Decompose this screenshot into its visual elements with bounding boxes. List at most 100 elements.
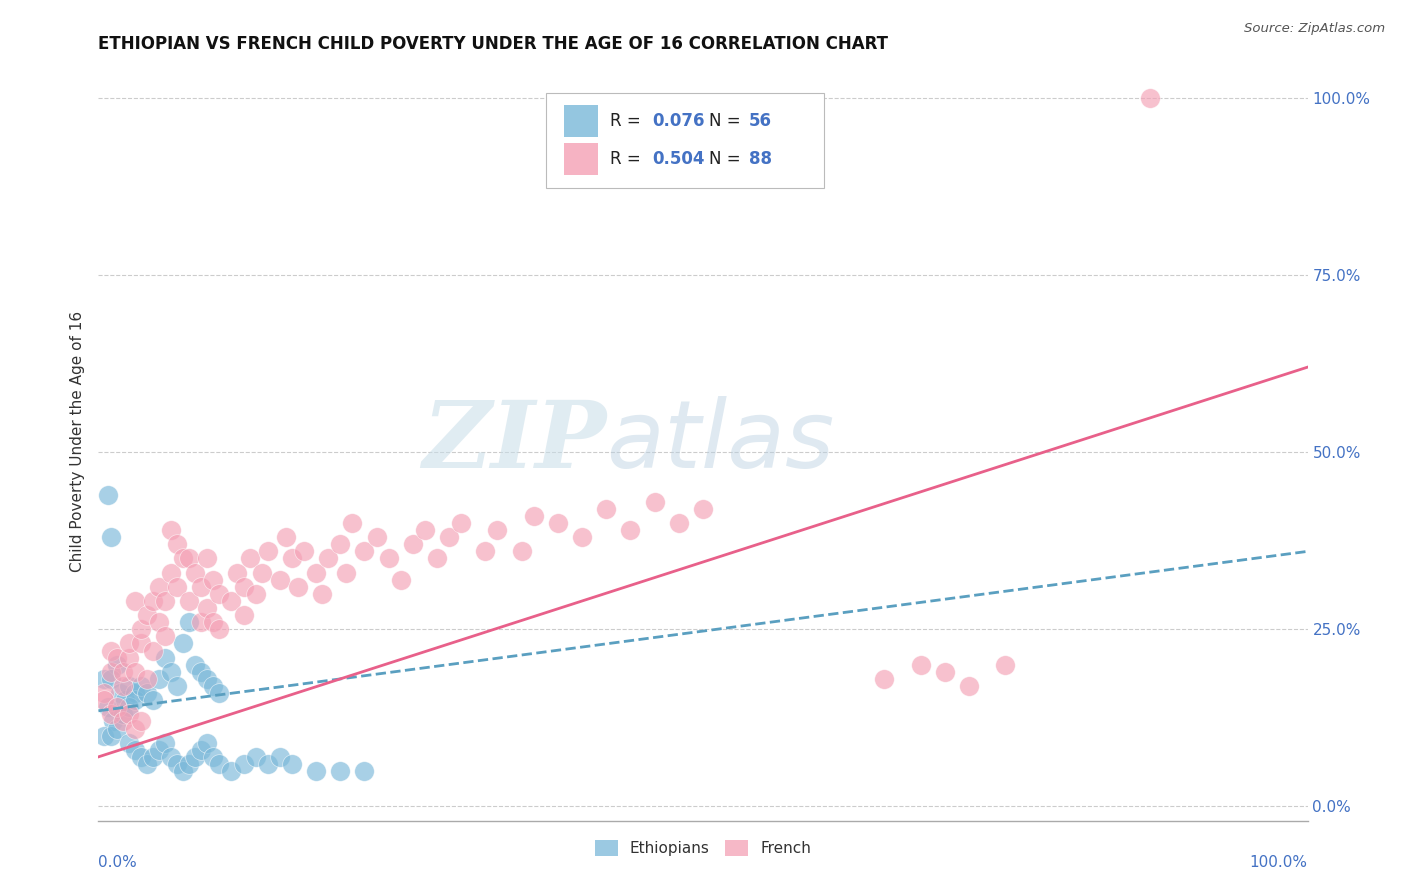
Point	[305, 566, 328, 580]
Point	[184, 750, 207, 764]
Point	[124, 686, 146, 700]
Point	[148, 743, 170, 757]
Point	[142, 750, 165, 764]
Point	[208, 686, 231, 700]
Point	[190, 580, 212, 594]
Point	[437, 530, 460, 544]
Point	[129, 623, 152, 637]
Text: R =: R =	[610, 112, 645, 130]
Point	[105, 650, 128, 665]
Point	[118, 679, 141, 693]
Point	[934, 665, 956, 679]
Point	[160, 665, 183, 679]
Point	[311, 587, 333, 601]
Point	[232, 756, 254, 771]
Point	[111, 665, 134, 679]
Point	[111, 714, 134, 729]
Point	[124, 693, 146, 707]
Point	[873, 672, 896, 686]
Point	[160, 750, 183, 764]
Point	[108, 686, 131, 700]
Point	[426, 551, 449, 566]
Point	[292, 544, 315, 558]
Text: R =: R =	[610, 151, 645, 169]
Text: 0.076: 0.076	[652, 112, 704, 130]
Text: atlas: atlas	[606, 396, 835, 487]
Point	[329, 537, 352, 551]
Point	[100, 729, 122, 743]
Point	[93, 686, 115, 700]
Point	[221, 594, 243, 608]
Text: Source: ZipAtlas.com: Source: ZipAtlas.com	[1244, 22, 1385, 36]
Point	[105, 700, 128, 714]
Point	[166, 537, 188, 551]
Point	[124, 665, 146, 679]
Point	[142, 643, 165, 657]
Point	[101, 714, 124, 729]
Point	[547, 516, 569, 530]
Point	[389, 573, 412, 587]
Point	[124, 743, 146, 757]
Point	[245, 587, 267, 601]
Point	[172, 551, 194, 566]
Point	[523, 508, 546, 523]
Point	[124, 594, 146, 608]
Point	[305, 764, 328, 778]
Point	[226, 566, 249, 580]
Point	[105, 722, 128, 736]
Point	[195, 551, 218, 566]
Point	[287, 580, 309, 594]
Point	[148, 615, 170, 630]
Point	[105, 657, 128, 672]
Point	[129, 679, 152, 693]
Point	[644, 495, 666, 509]
Point	[402, 537, 425, 551]
Point	[595, 501, 617, 516]
Point	[668, 516, 690, 530]
Point	[166, 580, 188, 594]
Point	[160, 566, 183, 580]
Point	[208, 587, 231, 601]
Point	[111, 679, 134, 693]
Text: 0.504: 0.504	[652, 151, 704, 169]
Point	[486, 523, 509, 537]
Point	[129, 750, 152, 764]
Text: ZIP: ZIP	[422, 397, 606, 486]
Point	[619, 523, 641, 537]
Point	[166, 679, 188, 693]
Point	[571, 530, 593, 544]
Point	[153, 594, 176, 608]
Point	[190, 615, 212, 630]
Point	[232, 580, 254, 594]
Point	[353, 764, 375, 778]
Point	[957, 679, 980, 693]
Point	[135, 672, 157, 686]
Text: N =: N =	[709, 151, 747, 169]
Point	[142, 693, 165, 707]
Point	[910, 657, 932, 672]
Point	[195, 601, 218, 615]
Point	[97, 700, 120, 714]
Text: 0.0%: 0.0%	[98, 855, 138, 870]
Point	[510, 544, 533, 558]
Point	[316, 551, 339, 566]
Point	[114, 693, 136, 707]
Point	[342, 516, 364, 530]
Point	[256, 756, 278, 771]
Point	[221, 764, 243, 778]
Point	[377, 551, 399, 566]
Point	[153, 650, 176, 665]
Point	[93, 729, 115, 743]
Point	[413, 523, 436, 537]
Point	[195, 672, 218, 686]
Point	[97, 488, 120, 502]
Point	[239, 551, 262, 566]
Point	[166, 756, 188, 771]
Point	[256, 544, 278, 558]
Point	[335, 566, 357, 580]
Point	[208, 623, 231, 637]
FancyBboxPatch shape	[564, 144, 598, 175]
Point	[160, 523, 183, 537]
Point	[100, 530, 122, 544]
Point	[269, 750, 291, 764]
